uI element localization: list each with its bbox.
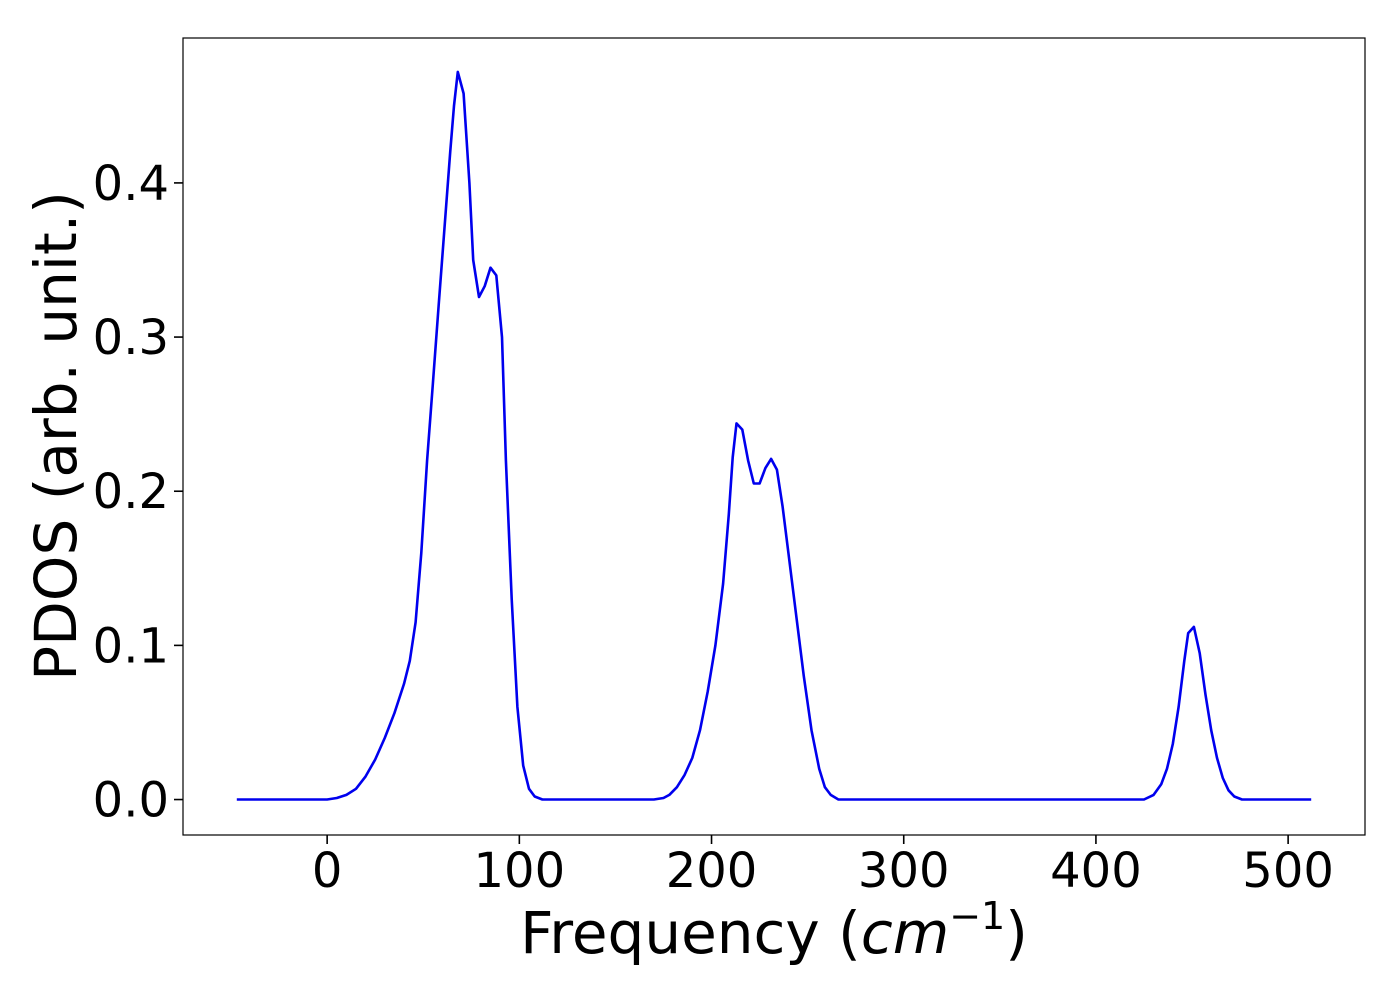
y-axis-label: PDOS (arb. unit.)	[22, 191, 90, 681]
x-axis-label-exponent: −1	[949, 894, 1005, 938]
x-tick-label: 0	[312, 843, 343, 899]
y-axis-ticks: 0.0 0.1 0.2 0.3 0.4	[93, 156, 183, 829]
x-tick-label: 400	[1050, 843, 1142, 899]
y-tick-label: 0.1	[93, 618, 169, 674]
x-axis-label: Frequency (cm−1)	[520, 894, 1028, 967]
x-axis-ticks: 0 100 200 300 400 500	[312, 835, 1334, 899]
x-tick-label: 500	[1242, 843, 1334, 899]
pdos-series-line	[236, 70, 1312, 801]
x-axis-label-unit: cm	[861, 899, 949, 967]
series-layer	[236, 70, 1312, 801]
x-tick-label: 200	[666, 843, 758, 899]
x-axis-label-suffix: )	[1005, 899, 1028, 967]
plot-area-frame	[182, 37, 1366, 836]
y-tick-label: 0.2	[93, 464, 169, 520]
x-axis-label-prefix: Frequency (	[520, 899, 861, 967]
x-tick-label: 300	[858, 843, 950, 899]
x-tick-label: 100	[474, 843, 566, 899]
y-tick-label: 0.3	[93, 310, 169, 366]
y-tick-label: 0.4	[93, 156, 169, 212]
y-tick-label: 0.0	[93, 773, 169, 829]
